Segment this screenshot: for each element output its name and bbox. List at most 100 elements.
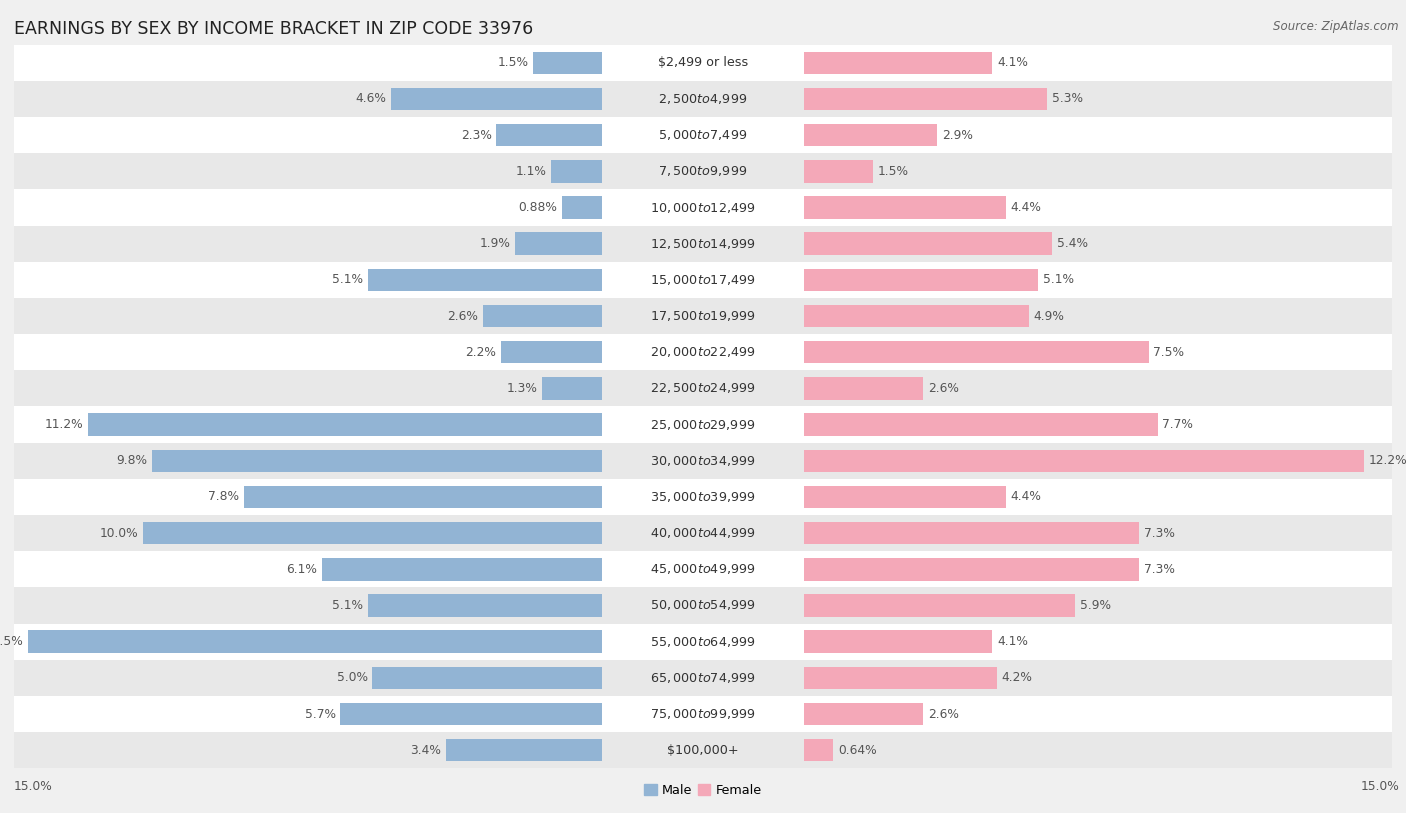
Text: 7.3%: 7.3% — [1144, 563, 1175, 576]
Text: 5.9%: 5.9% — [1080, 599, 1111, 612]
Bar — [804, 558, 1139, 580]
Text: 15.0%: 15.0% — [14, 780, 53, 793]
Bar — [543, 377, 602, 400]
Text: 7.7%: 7.7% — [1163, 418, 1194, 431]
Bar — [804, 268, 1038, 291]
Text: $100,000+: $100,000+ — [668, 744, 738, 757]
Text: 2.9%: 2.9% — [942, 128, 973, 141]
Bar — [14, 442, 1392, 479]
Bar — [368, 268, 602, 291]
Text: $5,000 to $7,499: $5,000 to $7,499 — [658, 128, 748, 142]
Bar — [482, 305, 602, 328]
Text: 15.0%: 15.0% — [1360, 780, 1399, 793]
Text: 4.9%: 4.9% — [1033, 310, 1064, 323]
Bar — [14, 262, 1392, 298]
Text: 5.7%: 5.7% — [305, 707, 336, 720]
Text: 3.4%: 3.4% — [411, 744, 441, 757]
Text: $15,000 to $17,499: $15,000 to $17,499 — [650, 273, 756, 287]
Bar — [373, 667, 602, 689]
Bar — [322, 558, 602, 580]
Bar — [804, 450, 1364, 472]
Bar — [14, 117, 1392, 153]
Bar — [368, 594, 602, 617]
Text: $2,499 or less: $2,499 or less — [658, 56, 748, 69]
Bar — [14, 551, 1392, 587]
Text: 1.5%: 1.5% — [498, 56, 529, 69]
Bar — [14, 153, 1392, 189]
Text: 4.2%: 4.2% — [1001, 672, 1032, 685]
Text: 10.0%: 10.0% — [100, 527, 138, 540]
Text: 1.5%: 1.5% — [877, 165, 908, 178]
Text: 9.8%: 9.8% — [117, 454, 148, 467]
Bar — [551, 160, 602, 183]
Text: 1.9%: 1.9% — [479, 237, 510, 250]
Bar — [804, 51, 993, 74]
Bar — [14, 189, 1392, 225]
Text: Source: ZipAtlas.com: Source: ZipAtlas.com — [1274, 20, 1399, 33]
Bar — [14, 81, 1392, 117]
Text: $25,000 to $29,999: $25,000 to $29,999 — [651, 418, 755, 432]
Text: 5.0%: 5.0% — [336, 672, 368, 685]
Text: $20,000 to $22,499: $20,000 to $22,499 — [650, 346, 756, 359]
Bar — [14, 225, 1392, 262]
Bar — [14, 479, 1392, 515]
Bar — [804, 305, 1029, 328]
Text: 2.6%: 2.6% — [447, 310, 478, 323]
Bar — [14, 298, 1392, 334]
Text: $22,500 to $24,999: $22,500 to $24,999 — [650, 381, 756, 395]
Text: 4.4%: 4.4% — [1011, 201, 1042, 214]
Text: 2.3%: 2.3% — [461, 128, 492, 141]
Bar — [804, 630, 993, 653]
Text: 2.6%: 2.6% — [928, 707, 959, 720]
Text: 12.2%: 12.2% — [1369, 454, 1406, 467]
Bar — [804, 160, 873, 183]
Bar — [243, 485, 602, 508]
Text: $40,000 to $44,999: $40,000 to $44,999 — [650, 526, 756, 540]
Bar — [340, 702, 602, 725]
Bar — [804, 413, 1157, 436]
Text: 12.5%: 12.5% — [0, 635, 24, 648]
Bar — [14, 732, 1392, 768]
Legend: Male, Female: Male, Female — [644, 784, 762, 797]
Text: $50,000 to $54,999: $50,000 to $54,999 — [650, 598, 756, 612]
Text: 5.1%: 5.1% — [332, 273, 363, 286]
Text: 5.4%: 5.4% — [1057, 237, 1088, 250]
Text: 4.1%: 4.1% — [997, 635, 1028, 648]
Text: $2,500 to $4,999: $2,500 to $4,999 — [658, 92, 748, 106]
Text: $55,000 to $64,999: $55,000 to $64,999 — [650, 635, 756, 649]
Bar — [804, 702, 924, 725]
Text: 6.1%: 6.1% — [287, 563, 318, 576]
Bar — [501, 341, 602, 363]
Text: $12,500 to $14,999: $12,500 to $14,999 — [650, 237, 756, 250]
Bar — [804, 739, 834, 762]
Bar — [446, 739, 602, 762]
Text: 2.2%: 2.2% — [465, 346, 496, 359]
Text: $30,000 to $34,999: $30,000 to $34,999 — [650, 454, 756, 467]
Bar — [533, 51, 602, 74]
Text: 4.4%: 4.4% — [1011, 490, 1042, 503]
Text: $7,500 to $9,999: $7,500 to $9,999 — [658, 164, 748, 178]
Bar — [804, 485, 1007, 508]
Text: 5.3%: 5.3% — [1052, 93, 1083, 106]
Text: 4.6%: 4.6% — [356, 93, 387, 106]
Bar — [14, 406, 1392, 442]
Text: 7.8%: 7.8% — [208, 490, 239, 503]
Text: 0.88%: 0.88% — [517, 201, 557, 214]
Text: $65,000 to $74,999: $65,000 to $74,999 — [650, 671, 756, 685]
Text: 7.5%: 7.5% — [1153, 346, 1184, 359]
Bar — [804, 667, 997, 689]
Bar — [14, 659, 1392, 696]
Bar — [515, 233, 602, 255]
Bar — [804, 124, 938, 146]
Bar — [561, 196, 602, 219]
Text: 7.3%: 7.3% — [1144, 527, 1175, 540]
Bar — [142, 522, 602, 545]
Text: 1.3%: 1.3% — [506, 382, 537, 395]
Bar — [804, 377, 924, 400]
Bar — [804, 88, 1047, 111]
Text: 2.6%: 2.6% — [928, 382, 959, 395]
Bar — [804, 594, 1076, 617]
Bar — [87, 413, 602, 436]
Text: $45,000 to $49,999: $45,000 to $49,999 — [650, 563, 756, 576]
Text: 5.1%: 5.1% — [1043, 273, 1074, 286]
